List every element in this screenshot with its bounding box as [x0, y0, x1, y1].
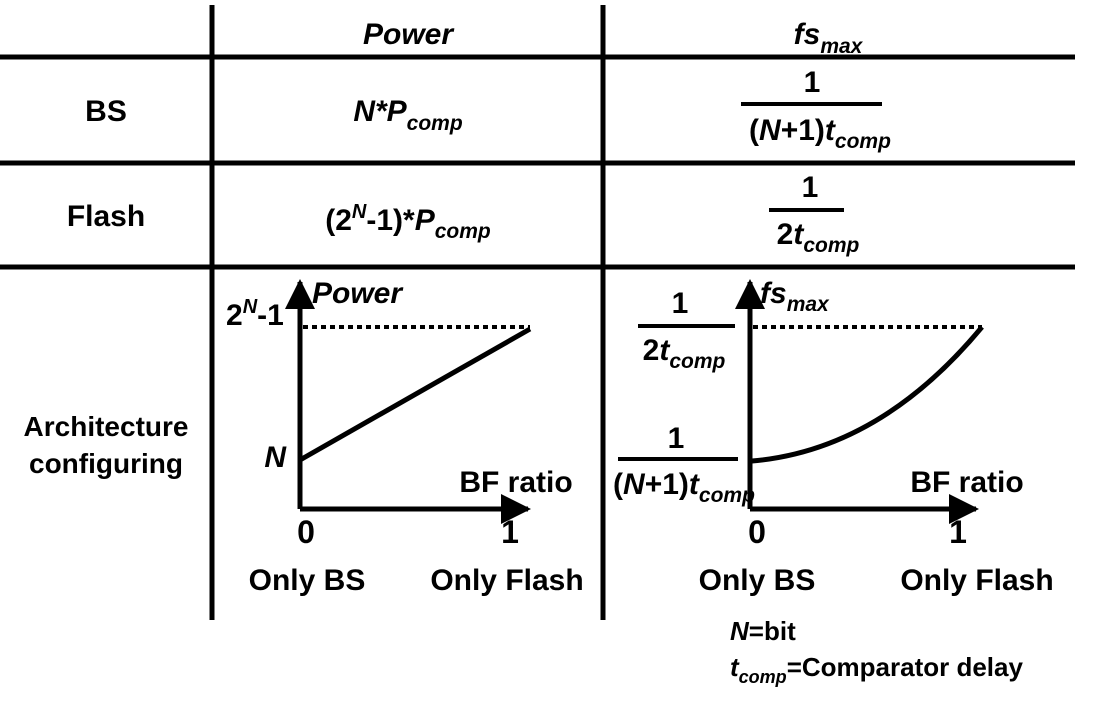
- power-plot: Power 2N-1 N BF ratio 0 1 Only BS Only F…: [226, 277, 584, 597]
- footnote: N=bit tcomp=Comparator delay: [730, 616, 1023, 687]
- fsmax-top-denominator: 2tcomp: [643, 334, 726, 373]
- fsmax-x-tick-1: 1: [949, 514, 967, 550]
- row-label-flash: Flash: [67, 200, 145, 233]
- power-x-desc-1: Only Flash: [430, 564, 583, 597]
- fsmax-plot: fsmax 1 2tcomp 1 (N+1)tcomp BF ratio 0 1…: [613, 277, 1054, 597]
- bs-fs-denominator: (N+1)tcomp: [749, 114, 891, 153]
- fsmax-low-denominator: (N+1)tcomp: [613, 468, 755, 507]
- flash-fs-denominator: 2tcomp: [777, 218, 860, 257]
- power-y-title: Power: [312, 277, 404, 310]
- row-label-architecture: Architecture: [24, 411, 189, 442]
- power-x-tick-1: 1: [501, 514, 519, 550]
- power-y-low-label: N: [264, 441, 287, 474]
- fsmax-x-tick-0: 0: [748, 514, 766, 550]
- flash-fsmax-fraction: 1 2tcomp: [769, 171, 860, 257]
- fsmax-y-title: fsmax: [760, 277, 830, 316]
- power-x-title: BF ratio: [459, 466, 572, 499]
- bs-fsmax-fraction: 1 (N+1)tcomp: [741, 66, 891, 153]
- header-power: Power: [363, 18, 455, 51]
- fsmax-x-desc-0: Only BS: [699, 564, 816, 597]
- power-y-top-label: 2N-1: [226, 296, 284, 332]
- fsmax-x-desc-1: Only Flash: [900, 564, 1053, 597]
- footnote-tcomp-definition: tcomp=Comparator delay: [730, 652, 1023, 687]
- power-x-tick-0: 0: [297, 514, 315, 550]
- fsmax-curve: [751, 325, 984, 464]
- flash-fs-numerator: 1: [802, 171, 819, 204]
- header-fsmax: fsmax: [794, 18, 864, 58]
- flash-power-formula: (2N-1)*Pcomp: [325, 201, 491, 243]
- fsmax-low-numerator: 1: [668, 422, 685, 455]
- power-x-desc-0: Only BS: [249, 564, 366, 597]
- row-label-bs: BS: [85, 95, 127, 128]
- power-curve: [298, 326, 532, 463]
- bs-fs-numerator: 1: [804, 66, 821, 99]
- row-label-configuring: configuring: [29, 448, 183, 479]
- bs-power-formula: N*Pcomp: [353, 95, 463, 135]
- table-grid: [0, 5, 1075, 620]
- footnote-n-definition: N=bit: [730, 616, 796, 646]
- fsmax-x-title: BF ratio: [910, 466, 1023, 499]
- fsmax-top-numerator: 1: [672, 287, 689, 320]
